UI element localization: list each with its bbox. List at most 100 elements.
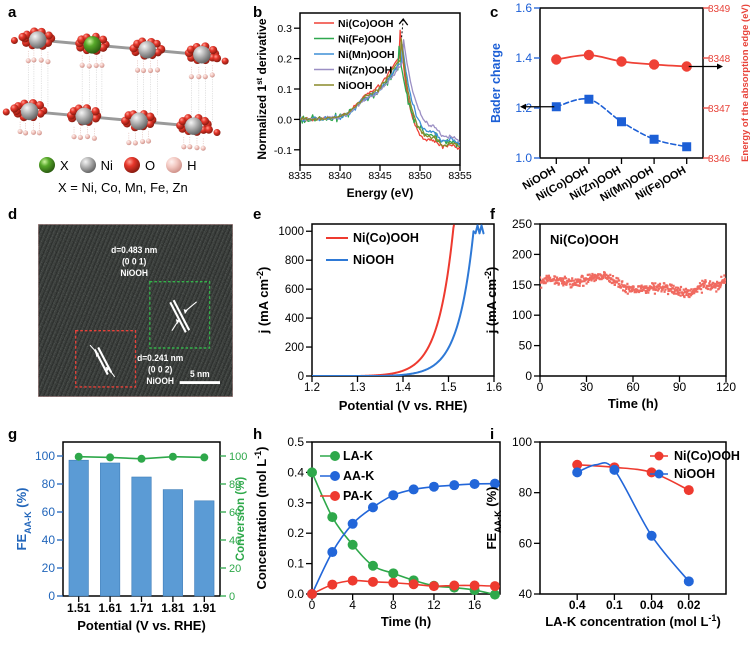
svg-text:8: 8 [390, 598, 397, 612]
svg-text:12: 12 [427, 598, 441, 612]
svg-text:200: 200 [285, 342, 304, 354]
svg-text:0.0: 0.0 [277, 114, 292, 126]
svg-text:Concentration (mol L-1): Concentration (mol L-1) [253, 446, 269, 589]
svg-text:Ni(Fe)OOH: Ni(Fe)OOH [338, 34, 392, 46]
svg-text:1.51: 1.51 [67, 601, 91, 615]
svg-text:600: 600 [285, 284, 304, 296]
svg-text:-0.1: -0.1 [274, 145, 292, 157]
svg-text:0: 0 [525, 369, 532, 383]
svg-text:0: 0 [309, 598, 316, 612]
svg-text:8355: 8355 [448, 170, 472, 182]
svg-text:8335: 8335 [288, 170, 312, 182]
svg-text:20: 20 [229, 563, 241, 575]
svg-text:Potential (V vs. RHE): Potential (V vs. RHE) [339, 398, 468, 413]
svg-text:8349: 8349 [708, 4, 731, 15]
svg-text:4: 4 [349, 598, 356, 612]
svg-text:Ni(Co)OOH: Ni(Co)OOH [674, 449, 740, 463]
svg-text:Ni(Co)OOH: Ni(Co)OOH [550, 232, 619, 247]
svg-text:0: 0 [537, 380, 544, 394]
svg-text:8345: 8345 [368, 170, 392, 182]
svg-text:150: 150 [512, 278, 532, 292]
svg-text:NiOOH: NiOOH [353, 253, 394, 267]
svg-text:Ni(Mn)OOH: Ni(Mn)OOH [338, 49, 395, 61]
svg-text:0.1: 0.1 [277, 84, 292, 96]
svg-text:5 nm: 5 nm [190, 368, 210, 379]
svg-text:0.3: 0.3 [277, 23, 292, 35]
svg-text:250: 250 [512, 217, 532, 231]
svg-text:60: 60 [519, 536, 533, 550]
svg-text:(0 0 2): (0 0 2) [148, 364, 172, 375]
svg-text:0.0: 0.0 [287, 587, 304, 601]
svg-text:100: 100 [512, 308, 532, 322]
svg-text:LA-K concentration (mol L-1): LA-K concentration (mol L-1) [545, 613, 721, 629]
svg-text:0.02: 0.02 [677, 598, 701, 612]
svg-text:Ni(Co)OOH: Ni(Co)OOH [353, 231, 419, 245]
svg-text:1.5: 1.5 [441, 382, 457, 394]
svg-text:NiOOH: NiOOH [338, 80, 372, 92]
svg-text:0.04: 0.04 [640, 598, 664, 612]
svg-text:50: 50 [519, 339, 533, 353]
svg-text:Potential (V vs. RHE): Potential (V vs. RHE) [77, 618, 206, 633]
svg-text:8340: 8340 [328, 170, 352, 182]
svg-text:NiOOH: NiOOH [146, 376, 174, 387]
svg-text:80: 80 [519, 486, 533, 500]
svg-text:1.4: 1.4 [395, 382, 412, 394]
svg-text:Time (h): Time (h) [381, 614, 431, 629]
svg-text:Energy (eV): Energy (eV) [347, 186, 414, 200]
svg-text:40: 40 [42, 533, 56, 547]
svg-text:NiOOH: NiOOH [674, 467, 715, 481]
svg-text:0.3: 0.3 [287, 496, 304, 510]
svg-text:0.2: 0.2 [287, 526, 304, 540]
svg-text:0: 0 [298, 371, 304, 383]
svg-text:80: 80 [42, 477, 56, 491]
svg-text:1.61: 1.61 [98, 601, 122, 615]
svg-text:0.1: 0.1 [606, 598, 623, 612]
svg-text:1.81: 1.81 [161, 601, 185, 615]
svg-text:j (mA cm-2): j (mA cm-2) [483, 267, 499, 335]
svg-text:Conversion (%): Conversion (%) [235, 477, 247, 562]
svg-text:0.5: 0.5 [287, 435, 304, 449]
svg-text:20: 20 [42, 561, 56, 575]
svg-text:AA-K: AA-K [343, 469, 374, 483]
svg-text:Bader charge: Bader charge [489, 43, 503, 123]
svg-text:90: 90 [673, 380, 687, 394]
svg-text:Ni(Zn)OOH: Ni(Zn)OOH [338, 65, 392, 77]
svg-text:d=0.483 nm: d=0.483 nm [111, 244, 157, 255]
svg-text:8347: 8347 [708, 104, 731, 115]
svg-text:8348: 8348 [708, 54, 731, 65]
svg-text:100: 100 [229, 451, 247, 463]
svg-text:j (mA cm-2): j (mA cm-2) [255, 267, 271, 335]
svg-text:400: 400 [285, 313, 304, 325]
svg-text:1000: 1000 [278, 226, 304, 238]
svg-text:0.2: 0.2 [277, 54, 292, 66]
svg-text:1.6: 1.6 [515, 2, 532, 15]
svg-text:100: 100 [512, 435, 532, 449]
svg-text:Normalized 1st derivative: Normalized 1st derivative [255, 18, 270, 160]
svg-text:30: 30 [580, 380, 594, 394]
svg-text:1.3: 1.3 [350, 382, 366, 394]
svg-text:0: 0 [229, 591, 235, 603]
svg-text:FEAA-K (%): FEAA-K (%) [484, 487, 503, 550]
svg-text:120: 120 [716, 380, 736, 394]
svg-text:60: 60 [42, 505, 56, 519]
svg-text:0.1: 0.1 [287, 557, 304, 571]
svg-text:Time (h): Time (h) [608, 396, 658, 411]
svg-text:8350: 8350 [408, 170, 432, 182]
svg-text:1.91: 1.91 [193, 601, 217, 615]
svg-text:Energy of the absorption edge: Energy of the absorption edge (eV) [740, 4, 750, 162]
svg-text:PA-K: PA-K [343, 489, 373, 503]
svg-text:NiOOH: NiOOH [120, 267, 148, 278]
svg-text:8346: 8346 [708, 154, 731, 165]
svg-text:d=0.241 nm: d=0.241 nm [137, 353, 183, 364]
svg-text:1.71: 1.71 [130, 601, 154, 615]
svg-text:800: 800 [285, 255, 304, 267]
svg-text:1.2: 1.2 [304, 382, 320, 394]
svg-text:200: 200 [512, 247, 532, 261]
svg-text:60: 60 [626, 380, 640, 394]
svg-text:0.4: 0.4 [569, 598, 586, 612]
svg-text:(0 0 1): (0 0 1) [122, 256, 146, 267]
svg-text:0: 0 [48, 589, 55, 603]
svg-text:100: 100 [35, 449, 55, 463]
svg-text:LA-K: LA-K [343, 449, 373, 463]
svg-text:FEAA-K (%): FEAA-K (%) [14, 488, 33, 551]
